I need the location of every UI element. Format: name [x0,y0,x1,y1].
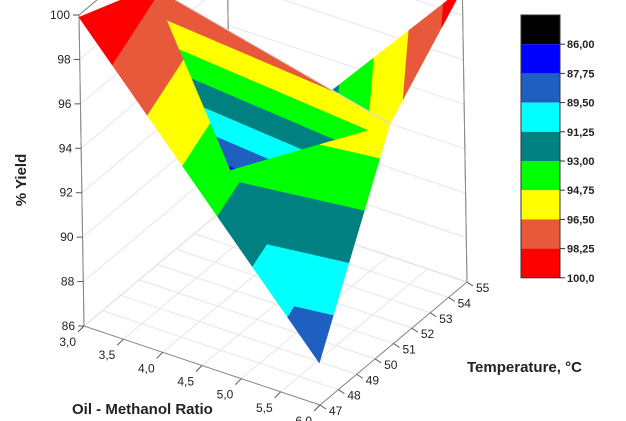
y-tick-label: 52 [421,327,435,341]
legend-label: 96,50 [567,214,595,226]
y-tick-mark [448,296,455,302]
y-tick-mark [319,404,327,410]
axis-edge [78,14,85,327]
y-tick-mark [429,312,437,318]
legend-label: 89,50 [567,98,595,110]
y-tick-label: 48 [347,389,361,403]
y-axis-title: Temperature, °C [467,359,582,376]
x-tick-label: 6,0 [295,414,312,421]
y-tick-label: 55 [476,281,490,295]
y-tick-mark [356,373,364,379]
legend-swatch [521,44,560,74]
floor-grid-line [102,310,339,391]
axis-ticks: 86 88 90 92 94 96 98 100 3,0 3,5 4,0 4,5 5,0 5,5 6,0 47… [50,8,490,421]
legend-label: 94,75 [567,185,595,197]
y-tick-mark [411,327,419,333]
axis-edge [461,0,468,283]
z-tick-label: 98 [57,52,71,66]
legend-swatch [521,190,560,220]
surface-ridge [174,0,391,125]
x-axis-title: Oil - Methanol Ratio [72,401,213,418]
y-tick-mark [374,358,382,364]
y-tick-mark [338,389,345,395]
y-tick-label: 53 [439,312,453,326]
x-tick-label: 5,0 [217,388,234,402]
z-axis-title: % Yield [13,154,30,207]
legend: 86,00 87,75 89,50 91,25 93,00 94,75 96,50 98,25… [520,14,595,285]
x-tick-label: 3,0 [59,335,76,349]
x-tick-mark [313,404,321,412]
x-tick-mark [116,338,124,346]
surface-band [78,0,155,66]
x-tick-label: 4,5 [177,375,194,389]
legend-swatch [521,219,560,249]
x-tick-label: 4,0 [138,361,155,375]
y-tick-label: 51 [403,343,417,357]
legend-label: 98,25 [567,244,595,256]
z-tick-label: 90 [60,230,74,244]
y-tick-mark [393,343,400,348]
legend-label: 86,00 [567,39,595,51]
legend-label: 87,75 [567,68,595,80]
z-tick-label: 100 [50,8,70,22]
x-tick-mark [77,325,85,333]
x-tick-mark [234,378,242,386]
x-tick-label: 5,5 [256,401,273,415]
legend-swatch [521,248,560,278]
z-tick-label: 96 [58,97,72,111]
y-tick-label: 50 [384,358,398,372]
legend-swatch [521,131,560,161]
surface-band [158,0,336,93]
x-tick-mark [156,351,164,359]
x-tick-mark [195,365,203,372]
legend-swatch [521,73,560,103]
legend-frame [520,14,561,279]
z-tick-label: 94 [59,141,73,155]
floor-grid-line [157,264,394,344]
x-tick-mark [274,391,282,399]
floor-grid-line [138,279,376,360]
y-tick-mark [466,281,474,287]
y-tick-label: 54 [458,296,472,310]
legend-label: 91,25 [567,127,595,139]
legend-label: 93,00 [567,156,595,168]
floor-grid-line [120,294,357,375]
z-tick-label: 88 [61,275,75,289]
x-tick-label: 3,5 [99,348,116,362]
surface [78,0,457,364]
z-tick-label: 86 [62,319,76,333]
y-tick-label: 49 [366,373,380,387]
legend-label: 100,0 [567,273,595,285]
legend-swatch [521,102,560,132]
surface-band [441,0,457,28]
z-tick-label: 92 [59,186,73,200]
legend-swatch [521,15,560,45]
y-tick-label: 47 [329,404,343,418]
legend-swatch [521,161,560,191]
